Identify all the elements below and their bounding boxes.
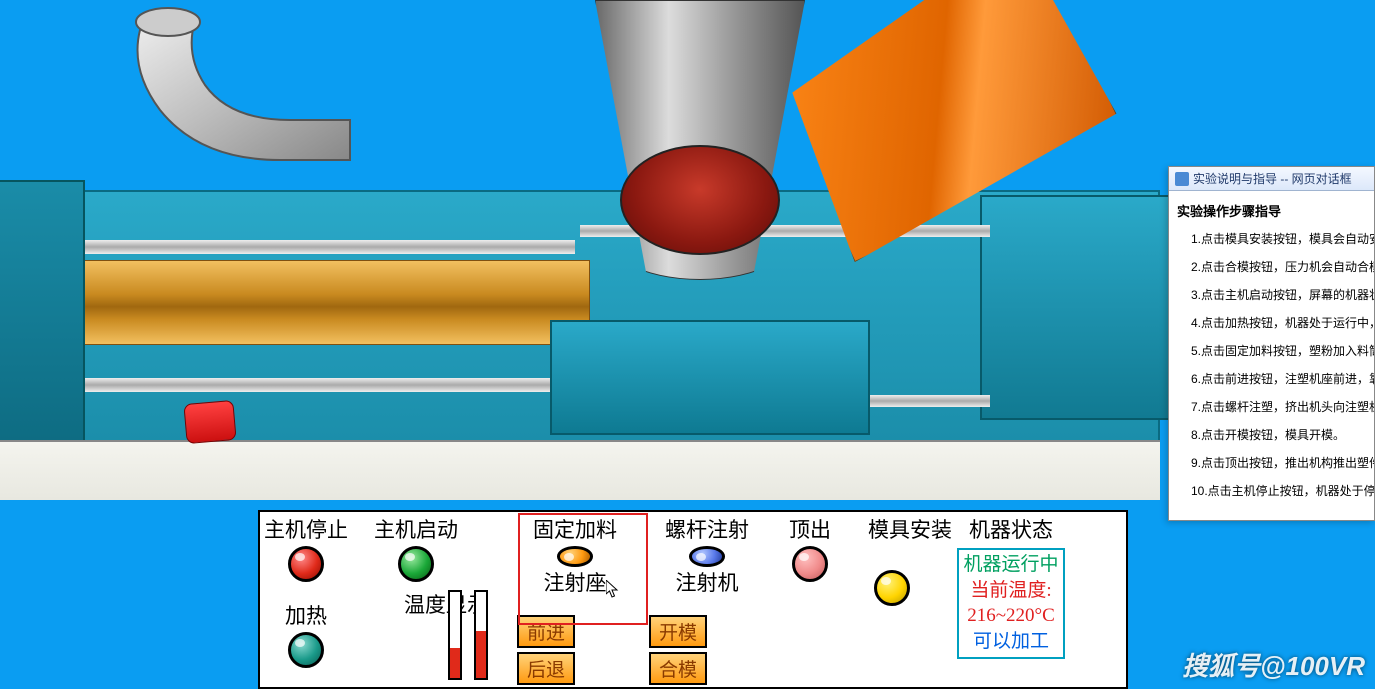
step-item: 1.点击模具安装按钮，模具会自动安装 [1191, 230, 1366, 247]
instruction-dialog[interactable]: 实验说明与指导 -- 网页对话框 实验操作步骤指导 1.点击模具安装按钮，模具会… [1168, 166, 1375, 521]
mold-buttons: 开模 合模 [646, 613, 768, 687]
dialog-body: 实验操作步骤指导 1.点击模具安装按钮，模具会自动安装 2.点击合模按钮，压力机… [1169, 191, 1374, 520]
screw-inject-label: 螺杆注射 [665, 518, 749, 542]
status-temp-label: 当前温度: [963, 578, 1058, 604]
step-item: 2.点击合模按钮，压力机会自动合模。 [1191, 258, 1366, 275]
fixed-feed-button[interactable] [557, 546, 593, 567]
col-machine-state: 机器状态 机器运行中 当前温度: 216~220°C 可以加工 [952, 518, 1070, 687]
temp-display-label: 温度显示 [404, 594, 428, 616]
step-item: 9.点击顶出按钮，推出机构推出塑件。 [1191, 454, 1366, 471]
dialog-icon [1175, 172, 1189, 186]
status-can-process: 可以加工 [963, 629, 1058, 655]
simulation-viewport: 主机停止 加热 主机启动 温度显示 固定加料 注射座 前进 后退 螺杆注射 [0, 0, 1375, 689]
forward-button[interactable]: 前进 [517, 615, 575, 648]
dialog-titlebar[interactable]: 实验说明与指导 -- 网页对话框 [1169, 167, 1374, 191]
open-mold-button[interactable]: 开模 [649, 615, 707, 648]
exhaust-pipe [120, 0, 380, 200]
piston-block [550, 320, 870, 435]
col-fixed-feed: 固定加料 注射座 前进 后退 [514, 518, 636, 687]
col-main-start: 主机启动 温度显示 [386, 518, 446, 687]
mold-install-label: 模具安装 [868, 518, 916, 542]
status-temp-value: 216~220°C [963, 603, 1058, 629]
step-item: 4.点击加热按钮，机器处于运行中，当 [1191, 314, 1366, 331]
col-main-stop: 主机停止 加热 [270, 518, 342, 687]
col-eject: 顶出 [780, 518, 840, 687]
thermometer-1 [448, 590, 462, 680]
dialog-title: 实验说明与指导 -- 网页对话框 [1193, 170, 1352, 187]
injection-seat-label: 注射座 [544, 571, 607, 595]
step-item: 6.点击前进按钮，注塑机座前进，靠近 [1191, 370, 1366, 387]
dialog-heading: 实验操作步骤指导 [1177, 201, 1366, 220]
step-item: 3.点击主机启动按钮，屏幕的机器状态 [1191, 286, 1366, 303]
eject-label: 顶出 [789, 518, 831, 542]
mold-install-button[interactable] [874, 570, 910, 606]
warning-lamp [183, 400, 236, 444]
main-stop-label: 主机停止 [264, 518, 348, 542]
guide-bar [15, 378, 575, 392]
hopper-material [620, 145, 780, 255]
step-item: 10.点击主机停止按钮，机器处于停止 [1191, 482, 1366, 499]
main-start-button[interactable] [398, 546, 434, 582]
scene-floor [0, 440, 1160, 500]
col-screw-inj: 螺杆注射 注射机 开模 合模 [646, 518, 768, 687]
fixed-feed-label: 固定加料 [533, 518, 617, 542]
heat-label: 加热 [285, 604, 327, 628]
machine-state-title: 机器状态 [969, 518, 1053, 542]
col-thermometers [442, 518, 502, 687]
seat-buttons: 前进 后退 [514, 613, 636, 687]
step-item: 8.点击开模按钮，模具开模。 [1191, 426, 1366, 443]
guide-bar [15, 240, 575, 254]
step-list: 1.点击模具安装按钮，模具会自动安装 2.点击合模按钮，压力机会自动合模。 3.… [1177, 230, 1366, 499]
col-mold-install: 模具安装 [862, 518, 922, 687]
heat-button[interactable] [288, 632, 324, 668]
thermometer-2 [474, 590, 488, 680]
main-stop-button[interactable] [288, 546, 324, 582]
injection-machine-label: 注射机 [676, 571, 739, 595]
close-mold-button[interactable]: 合模 [649, 652, 707, 685]
screw-inject-button[interactable] [689, 546, 725, 567]
backward-button[interactable]: 后退 [517, 652, 575, 685]
eject-button[interactable] [792, 546, 828, 582]
status-running: 机器运行中 [963, 552, 1058, 578]
step-item: 5.点击固定加料按钮，塑粉加入料筒中 [1191, 342, 1366, 359]
control-panel: 主机停止 加热 主机启动 温度显示 固定加料 注射座 前进 后退 螺杆注射 [258, 510, 1128, 689]
machine-status-box: 机器运行中 当前温度: 216~220°C 可以加工 [957, 548, 1064, 659]
screw-rod [70, 260, 590, 345]
step-item: 7.点击螺杆注塑，挤出机头向注塑机中 [1191, 398, 1366, 415]
machine-right-housing [980, 195, 1175, 420]
clamp-block [0, 180, 85, 460]
